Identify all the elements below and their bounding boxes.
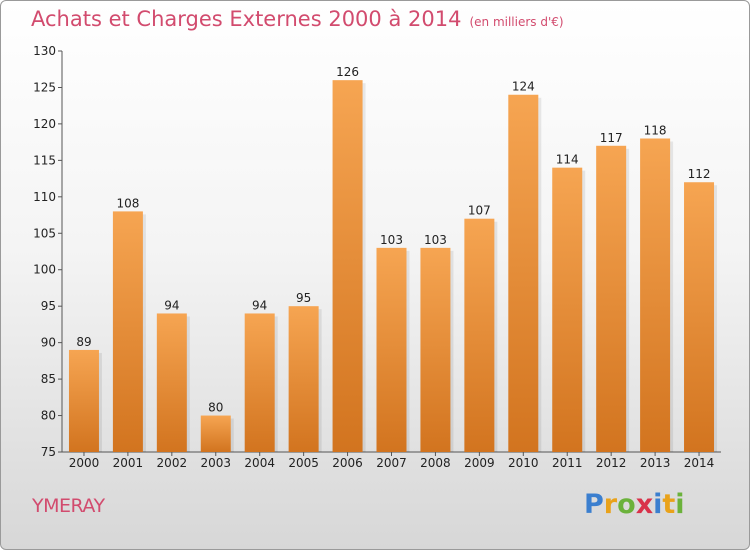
bar-2010	[508, 94, 539, 452]
value-label-2008: 103	[424, 233, 447, 247]
x-tick-label-2009: 2009	[464, 456, 495, 470]
x-tick-label-2013: 2013	[640, 456, 671, 470]
value-label-2003: 80	[208, 401, 223, 415]
bar-2002	[156, 313, 187, 452]
x-tick-label-2008: 2008	[420, 456, 451, 470]
y-tick-label: 120	[33, 117, 56, 131]
chart-labels: 89 2000 108 2001 94 2002 80 2003 94 2004 95 2005 126…	[69, 65, 715, 470]
bar-2007	[376, 247, 407, 452]
bar-2012	[596, 145, 627, 453]
chart-unit: (en milliers d'€)	[469, 15, 564, 29]
y-tick-label: 115	[33, 153, 56, 167]
y-tick-label: 105	[33, 226, 56, 240]
chart-bars	[68, 80, 718, 453]
value-label-2009: 107	[468, 204, 491, 218]
y-tick-label: 75	[41, 445, 56, 459]
chart-title: Achats et Charges Externes 2000 à 2014 (e…	[31, 7, 564, 31]
bar-2000	[68, 349, 99, 452]
value-label-2014: 112	[688, 167, 711, 181]
bar-2013	[640, 138, 671, 452]
value-label-2005: 95	[296, 291, 311, 305]
x-tick-label-2011: 2011	[552, 456, 583, 470]
value-label-2006: 126	[336, 65, 359, 79]
x-tick-label-2012: 2012	[596, 456, 627, 470]
logo-letter: x	[635, 489, 654, 520]
x-tick-label-2005: 2005	[288, 456, 319, 470]
bar-2005	[288, 306, 319, 452]
y-tick-label: 100	[33, 263, 56, 277]
logo-letter: r	[603, 489, 618, 520]
logo-letter: P	[584, 489, 604, 520]
proxiti-logo[interactable]: Proxiti	[584, 489, 685, 520]
value-label-2000: 89	[76, 335, 91, 349]
y-tick-label: 90	[41, 336, 56, 350]
logo-letter: t	[662, 489, 676, 520]
value-label-2002: 94	[164, 298, 179, 312]
y-tick-label: 130	[33, 44, 56, 58]
x-tick-label-2001: 2001	[113, 456, 144, 470]
chart-axes: 75 80 85 90 95 100 105 110 115 120 125 130	[33, 44, 721, 459]
value-label-2007: 103	[380, 233, 403, 247]
bar-2014	[684, 182, 715, 452]
chart-title-text: Achats et Charges Externes 2000 à 2014	[31, 7, 462, 31]
x-tick-label-2002: 2002	[157, 456, 188, 470]
logo-letter: i	[653, 489, 663, 520]
bar-2001	[112, 211, 143, 452]
logo-letter: o	[617, 489, 636, 520]
bar-2004	[244, 313, 275, 452]
y-tick-label: 110	[33, 190, 56, 204]
x-tick-label-2004: 2004	[244, 456, 275, 470]
x-tick-label-2014: 2014	[684, 456, 715, 470]
x-tick-label-2003: 2003	[200, 456, 231, 470]
value-label-2010: 124	[512, 80, 535, 94]
bar-2003	[200, 415, 231, 452]
y-tick-label: 85	[41, 372, 56, 386]
city-name: YMERAY	[32, 495, 105, 517]
y-tick-label: 125	[33, 80, 56, 94]
x-tick-label-2007: 2007	[376, 456, 407, 470]
x-tick-label-2010: 2010	[508, 456, 539, 470]
value-label-2013: 118	[644, 123, 667, 137]
value-label-2011: 114	[556, 153, 579, 167]
y-tick-label: 80	[41, 409, 56, 423]
bar-2011	[552, 167, 583, 452]
x-tick-label-2006: 2006	[332, 456, 363, 470]
value-label-2004: 94	[252, 298, 267, 312]
logo-letter: i	[675, 489, 685, 520]
value-label-2012: 117	[600, 131, 623, 145]
y-tick-label: 95	[41, 299, 56, 313]
value-label-2001: 108	[116, 196, 139, 210]
bar-2009	[464, 218, 495, 452]
x-tick-label-2000: 2000	[69, 456, 100, 470]
bar-2006	[332, 80, 363, 452]
bar-2008	[420, 247, 451, 452]
